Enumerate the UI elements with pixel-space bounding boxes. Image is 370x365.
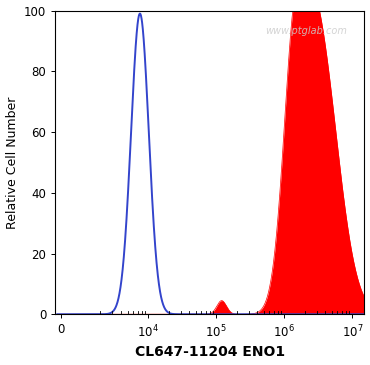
Text: www.ptglab.com: www.ptglab.com [266, 26, 347, 36]
X-axis label: CL647-11204 ENO1: CL647-11204 ENO1 [135, 345, 285, 360]
Y-axis label: Relative Cell Number: Relative Cell Number [6, 96, 18, 228]
